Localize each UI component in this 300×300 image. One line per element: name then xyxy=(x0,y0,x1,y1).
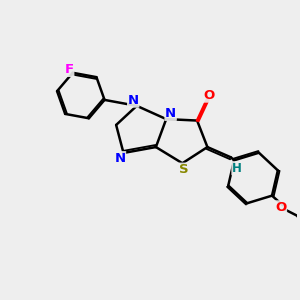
Text: O: O xyxy=(203,89,214,102)
Text: N: N xyxy=(165,107,176,120)
Text: S: S xyxy=(179,163,189,176)
Text: O: O xyxy=(275,201,286,214)
Text: N: N xyxy=(114,152,125,165)
Text: F: F xyxy=(64,63,74,76)
Text: N: N xyxy=(128,94,139,107)
Text: H: H xyxy=(232,162,242,175)
